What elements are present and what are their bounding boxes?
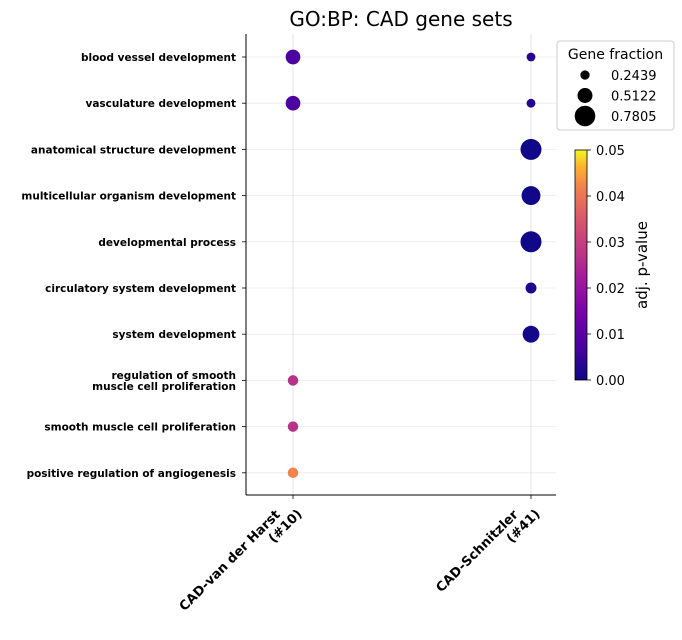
colorbar-ticks: 0.00 0.01 0.02 0.03 0.04 0.05 xyxy=(587,144,625,389)
data-points xyxy=(285,49,542,479)
y-tick-label: circulatory system development xyxy=(45,283,236,295)
colorbar-label: adj. p-value xyxy=(633,221,651,309)
y-tick-label: blood vessel development xyxy=(81,52,236,64)
data-point xyxy=(526,52,536,62)
colorbar-tick-label: 0.04 xyxy=(596,190,625,205)
data-point xyxy=(287,421,299,432)
data-point xyxy=(520,231,542,253)
chart-title: GO:BP: CAD gene sets xyxy=(289,7,512,31)
colorbar-tick-label: 0.02 xyxy=(596,282,625,297)
axes xyxy=(242,34,556,499)
colorbar-tick-label: 0.00 xyxy=(596,374,625,389)
colorbar-gradient xyxy=(574,149,588,381)
svg-text:CAD-van der Harst(#10): CAD-van der Harst(#10) xyxy=(177,496,306,625)
colorbar-tick-label: 0.01 xyxy=(596,328,625,343)
y-tick-label: anatomical structure development xyxy=(31,144,236,156)
colorbar: 0.00 0.01 0.02 0.03 0.04 0.05 adj. p-value xyxy=(574,144,651,389)
size-legend: Gene fraction 0.2439 0.5122 0.7805 xyxy=(556,40,675,131)
legend-marker xyxy=(580,70,590,80)
y-tick-label: system development xyxy=(112,329,236,341)
y-tick-label: vasculature development xyxy=(85,98,236,110)
y-tick-label: regulation of smooth muscle cell prolifer… xyxy=(92,370,236,393)
legend-title: Gene fraction xyxy=(568,47,663,63)
data-point xyxy=(520,138,542,160)
y-tick-label: multicellular organism development xyxy=(21,191,236,203)
data-point xyxy=(285,49,301,65)
y-tick-label: positive regulation of angiogenesis xyxy=(27,468,236,480)
x-tick-label: CAD-van der Harst(#10) xyxy=(177,496,306,625)
y-tick-labels: blood vessel development vasculature deve… xyxy=(21,52,236,480)
y-tick-label: developmental process xyxy=(98,237,236,249)
colorbar-tick-label: 0.05 xyxy=(596,144,625,159)
svg-text:CAD-Schnitzler(#41): CAD-Schnitzler(#41) xyxy=(434,496,544,606)
colorbar-tick-label: 0.03 xyxy=(596,236,625,251)
x-tick-labels: CAD-van der Harst(#10) CAD-Schnitzler(#41… xyxy=(177,496,544,625)
data-point xyxy=(521,186,541,206)
data-point xyxy=(525,282,537,294)
legend-label: 0.2439 xyxy=(611,69,657,84)
legend-label: 0.7805 xyxy=(611,110,657,125)
legend-label: 0.5122 xyxy=(611,90,657,105)
x-tick-label: CAD-Schnitzler(#41) xyxy=(434,496,544,606)
legend-marker xyxy=(577,88,593,103)
legend-entries: 0.2439 0.5122 0.7805 xyxy=(574,69,657,127)
data-point xyxy=(287,467,299,479)
data-point xyxy=(287,375,299,386)
y-tick-label: smooth muscle cell proliferation xyxy=(44,422,236,434)
legend-marker xyxy=(574,105,596,127)
data-point xyxy=(522,325,540,343)
data-point xyxy=(285,95,301,111)
data-point xyxy=(526,98,536,108)
